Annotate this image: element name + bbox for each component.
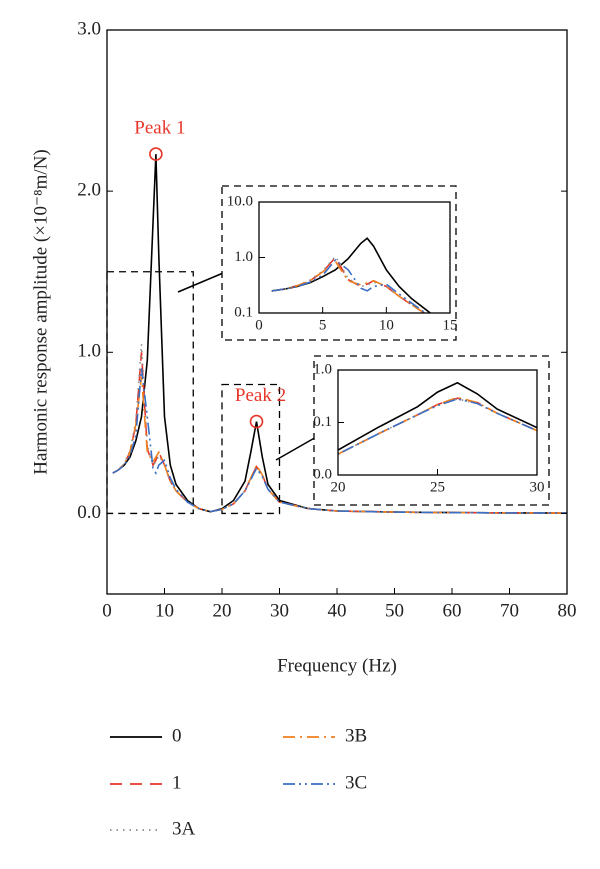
x-tick-label: 15 — [443, 317, 458, 333]
legend-label: 1 — [172, 772, 182, 793]
x-tick-label: 10 — [155, 600, 174, 621]
y-tick-label: 1.0 — [313, 361, 332, 377]
y-tick-label: 2.0 — [77, 180, 101, 201]
legend-label: 3B — [345, 725, 367, 746]
x-tick-label: 5 — [319, 317, 327, 333]
y-axis-label: Harmonic response amplitude (×10⁻⁸m/N) — [30, 149, 51, 475]
x-tick-label: 60 — [443, 600, 462, 621]
zoom-region — [106, 271, 194, 515]
x-tick-label: 40 — [328, 600, 347, 621]
x-tick-label: 25 — [430, 479, 445, 495]
annotation: Peak 2 — [235, 385, 286, 406]
x-tick-label: 30 — [270, 600, 289, 621]
peak-marker — [149, 147, 163, 161]
series-line — [271, 254, 426, 313]
x-tick-label: 10 — [379, 317, 394, 333]
inset-frame — [313, 355, 550, 506]
y-tick-label: 0.1 — [234, 304, 253, 320]
legend-label: 3A — [172, 818, 196, 839]
y-tick-label: 3.0 — [77, 18, 101, 39]
x-tick-label: 0 — [102, 600, 112, 621]
legend-label: 3C — [345, 772, 367, 793]
plot-lines — [271, 237, 432, 313]
y-tick-label: 0.1 — [313, 414, 332, 430]
zoom-region — [221, 383, 281, 515]
x-tick-label: 50 — [385, 600, 404, 621]
annotation: Peak 1 — [134, 117, 185, 138]
x-tick-label: 0 — [255, 317, 263, 333]
legend-label: 0 — [172, 725, 182, 746]
x-axis-label: Frequency (Hz) — [277, 655, 397, 676]
y-tick-label: 0.0 — [77, 502, 101, 523]
peak-marker — [249, 414, 264, 429]
y-tick-label: 1.0 — [77, 341, 101, 362]
series-line — [271, 237, 432, 313]
x-tick-label: 30 — [530, 479, 545, 495]
y-tick-label: 10.0 — [227, 193, 253, 209]
series-line — [112, 368, 567, 514]
x-tick-label: 80 — [558, 600, 577, 621]
x-tick-label: 70 — [500, 600, 519, 621]
plot-lines — [112, 154, 567, 514]
x-tick-label: 20 — [213, 600, 232, 621]
x-tick-label: 20 — [331, 479, 346, 495]
y-tick-label: 1.0 — [234, 249, 253, 265]
y-tick-label: 0.0 — [313, 466, 332, 482]
series-line — [271, 256, 426, 313]
